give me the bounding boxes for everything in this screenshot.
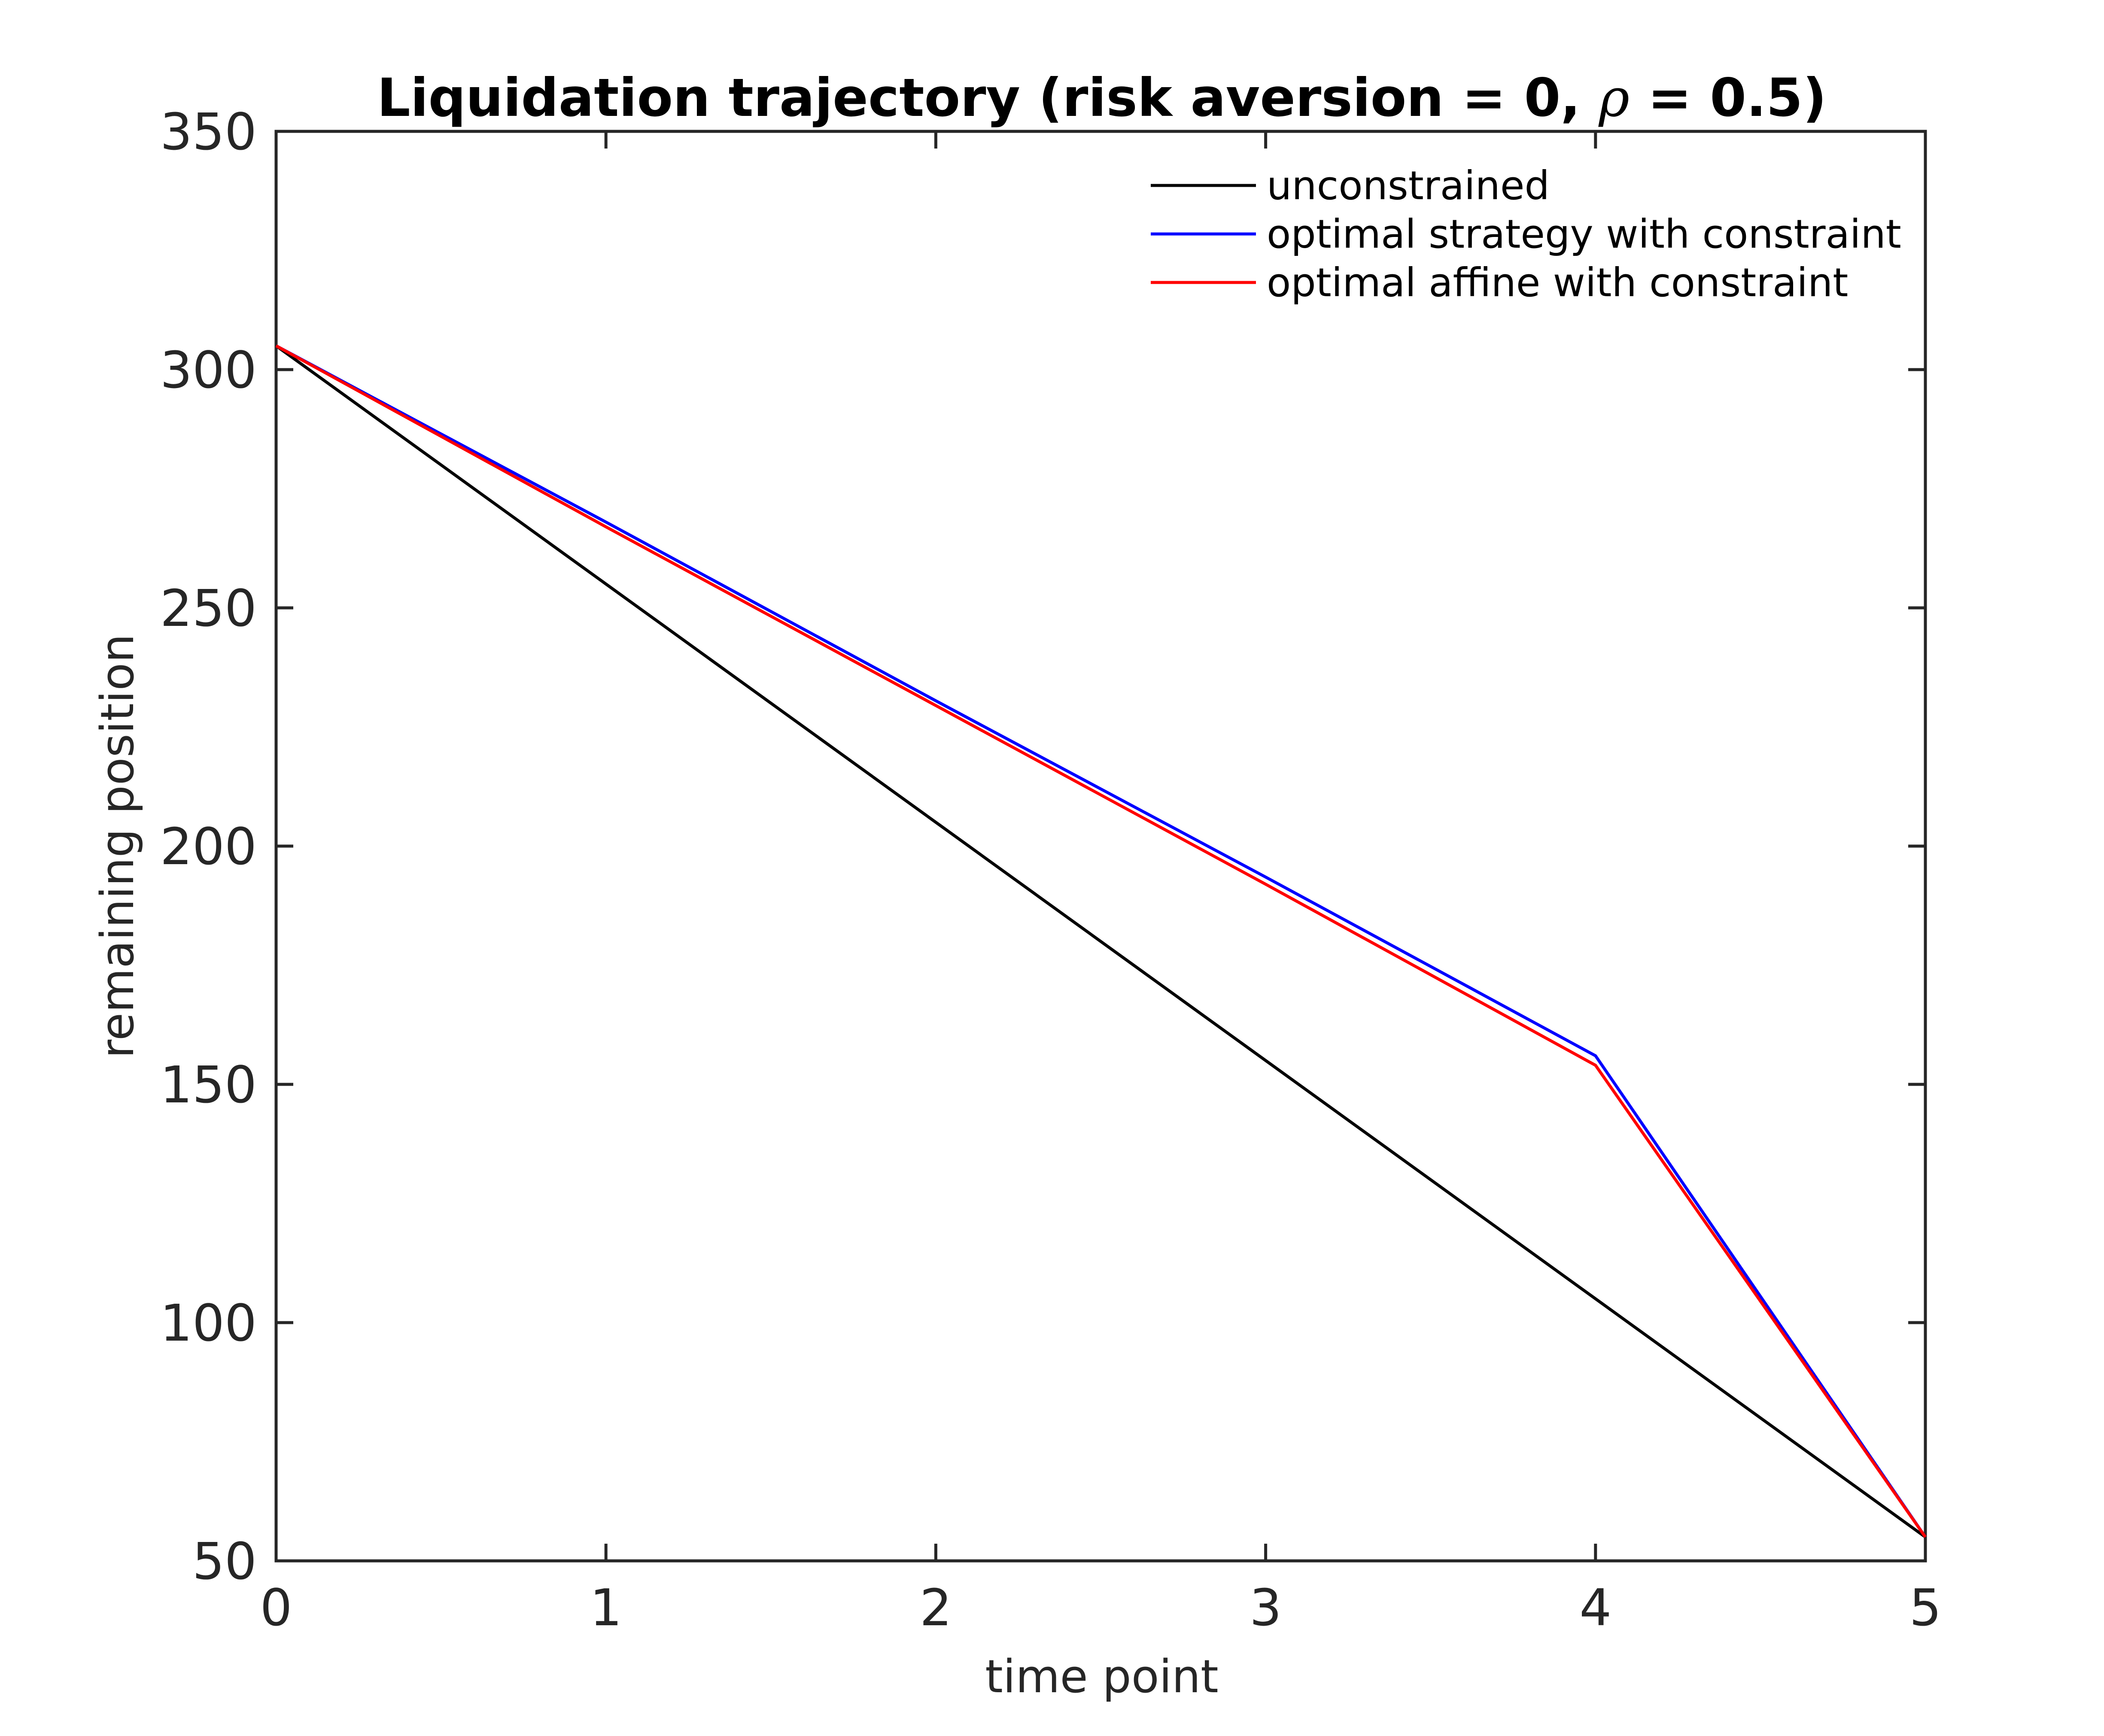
- plot-area: [274, 130, 1927, 1563]
- y-tick-label: 100: [160, 1293, 257, 1353]
- y-tick-label: 50: [192, 1532, 257, 1591]
- series-line-2: [275, 344, 1927, 1538]
- series-layer: [275, 344, 1927, 1539]
- x-tick-label: 1: [590, 1578, 622, 1637]
- series-line-1: [275, 344, 1927, 1539]
- y-tick-label: 150: [160, 1055, 257, 1114]
- legend-label-3: optimal affine with constraint: [1267, 260, 1848, 306]
- legend-label-2: optimal strategy with constraint: [1267, 211, 1901, 257]
- x-tick-label: 3: [1250, 1578, 1282, 1637]
- x-tick-labels: 0 1 2 3 4 5: [260, 1578, 1941, 1637]
- y-tick-label: 300: [160, 340, 257, 400]
- y-tick-label: 350: [160, 102, 257, 161]
- axis-ticks: [274, 130, 1927, 1563]
- legend-label-1: unconstrained: [1267, 163, 1550, 209]
- y-tick-labels: 50 100 150 200 250 300 350: [160, 102, 257, 1591]
- chart-title-rho-symbol: ρ: [1598, 67, 1630, 128]
- x-tick-label: 5: [1909, 1578, 1941, 1637]
- x-tick-label: 2: [920, 1578, 952, 1637]
- x-axis-label: time point: [985, 1650, 1219, 1703]
- x-tick-label: 4: [1579, 1578, 1611, 1637]
- x-tick-label: 0: [260, 1578, 292, 1637]
- chart-title-tail: = 0.5): [1630, 67, 1827, 128]
- y-tick-label: 200: [160, 817, 257, 876]
- chart-title: Liquidation trajectory (risk aversion = …: [377, 67, 1827, 128]
- series-line-3: [275, 344, 1927, 1538]
- y-axis-label: remaining position: [91, 634, 144, 1059]
- y-tick-label: 250: [160, 579, 257, 638]
- chart-title-main: Liquidation trajectory (risk aversion = …: [377, 67, 1599, 128]
